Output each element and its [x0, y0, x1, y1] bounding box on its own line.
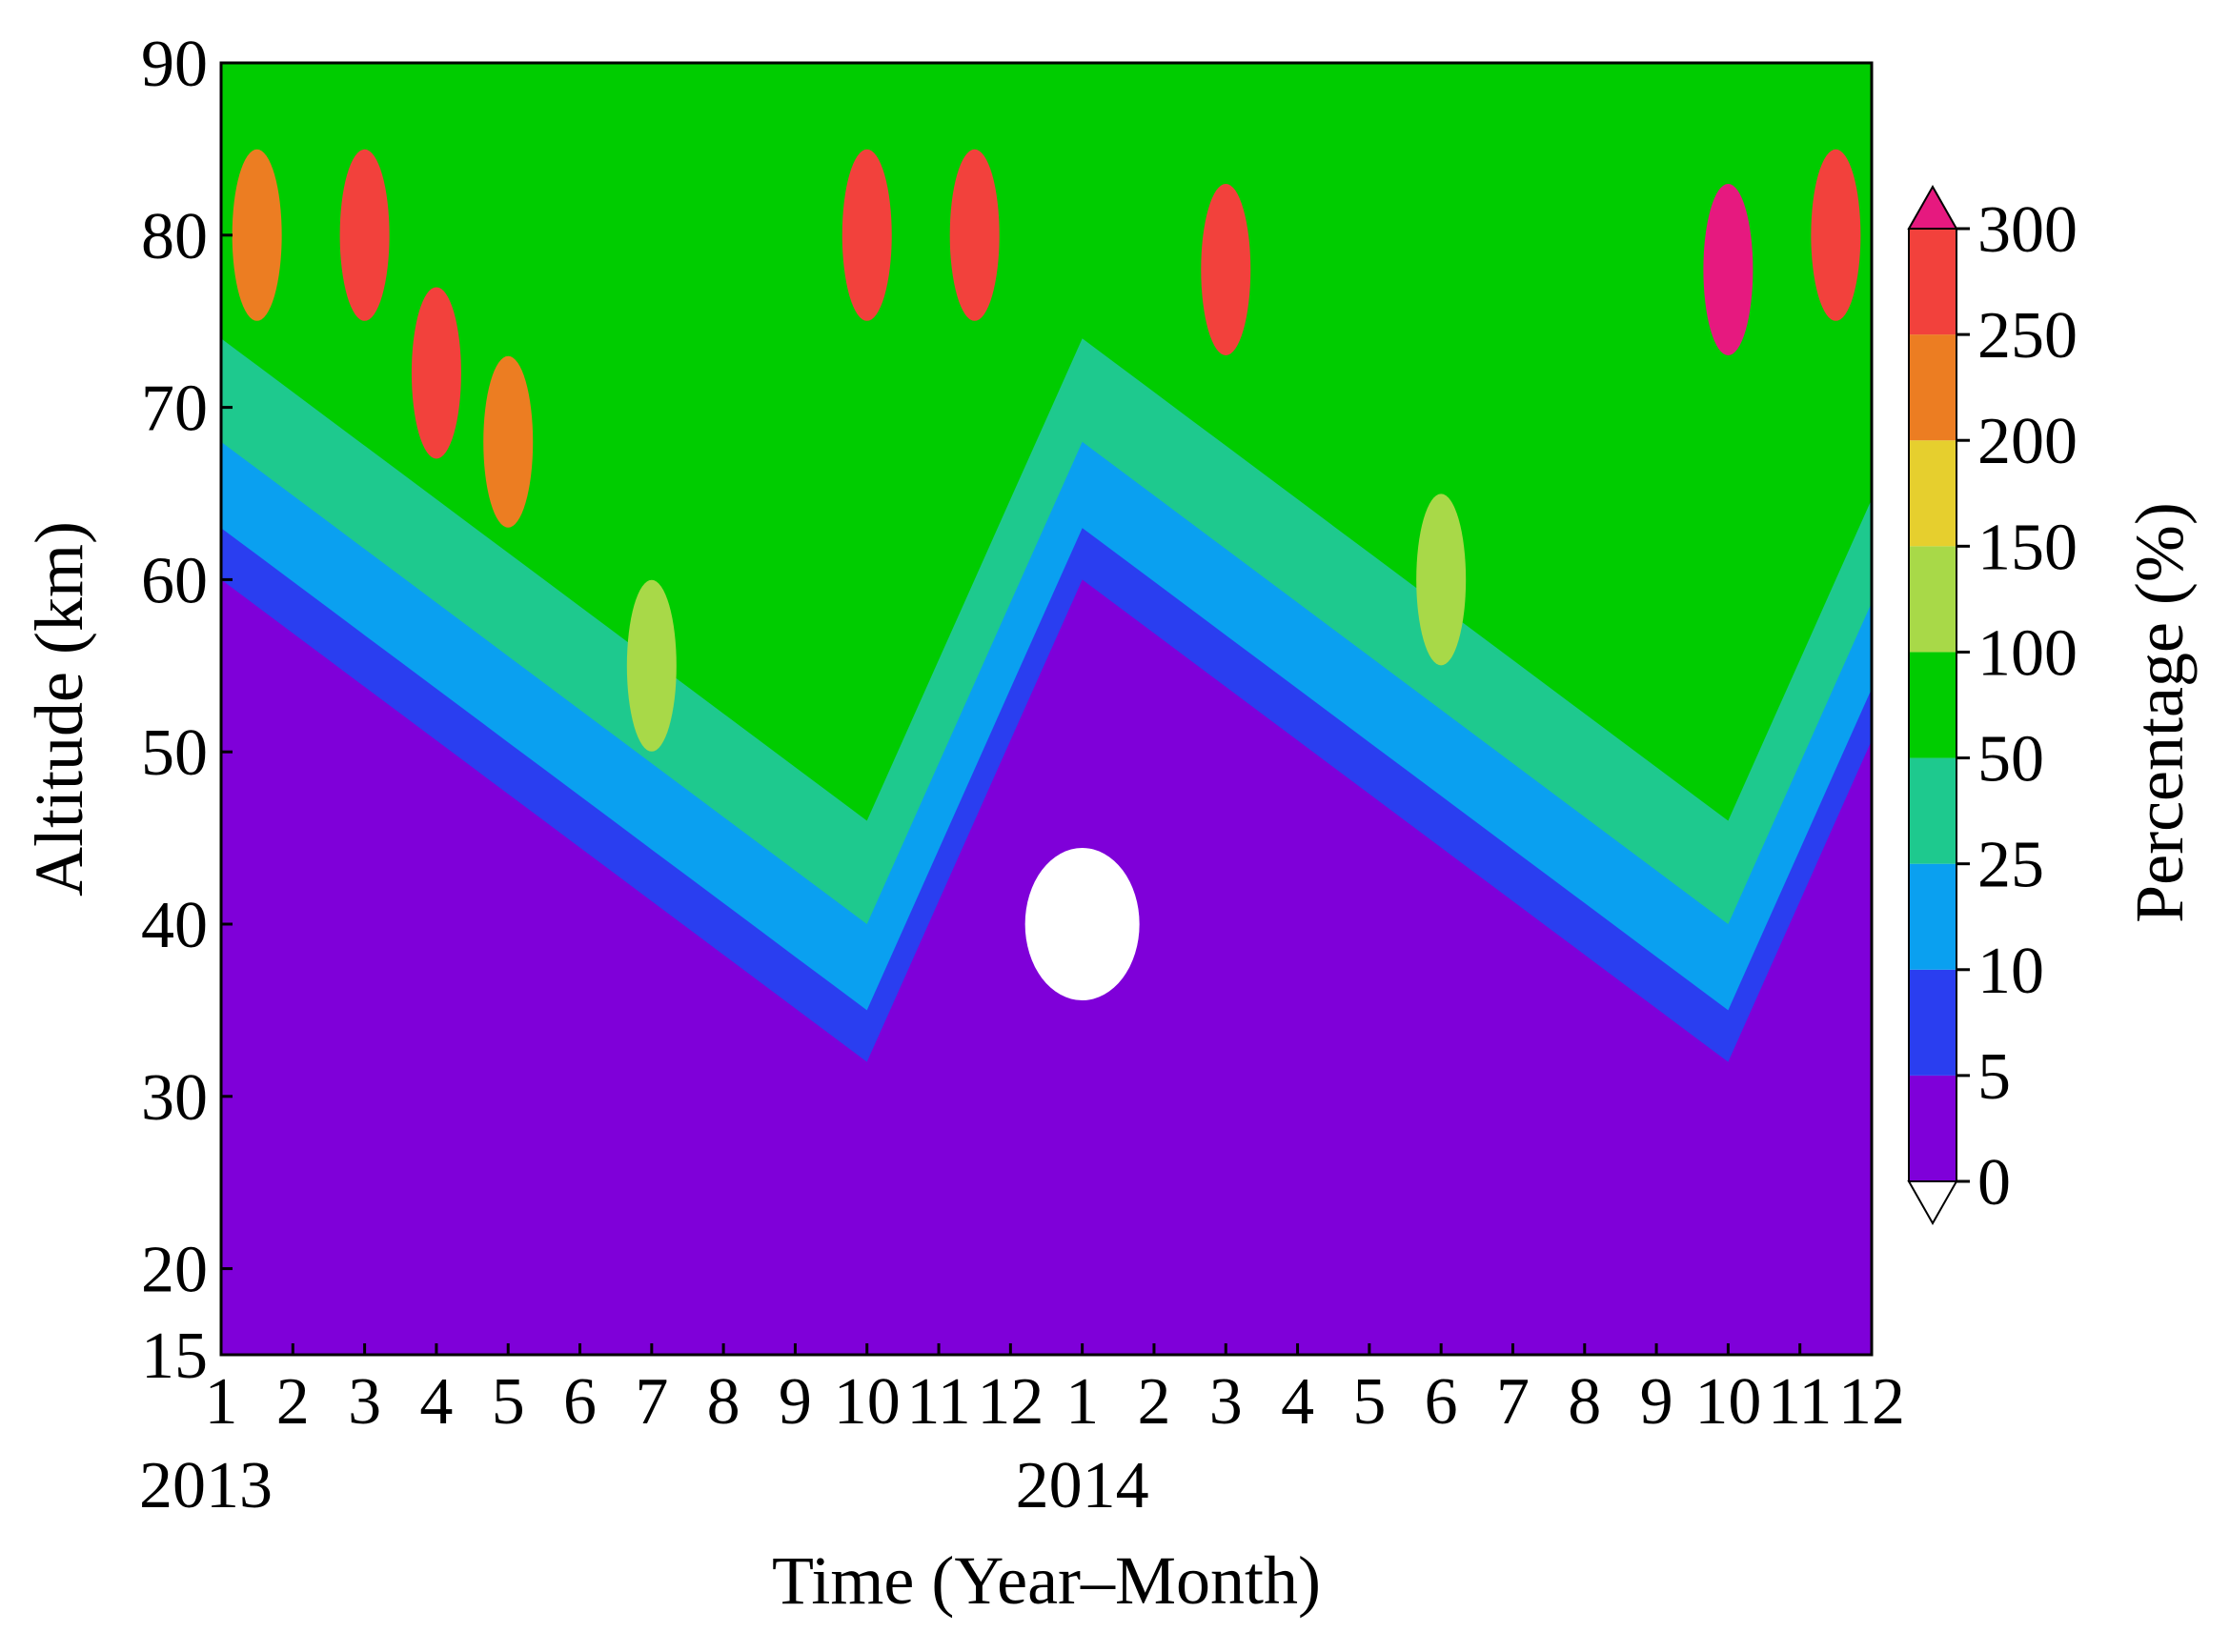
- y-tick-label: 70: [141, 373, 208, 446]
- field-hotspot: [1703, 183, 1754, 355]
- y-tick-label: 80: [141, 200, 208, 273]
- x-tick-label: 3: [348, 1365, 381, 1439]
- y-tick-label: 40: [141, 889, 208, 962]
- colorbar-tick-label: 5: [1977, 1040, 2011, 1114]
- colorbar-tick-label: 10: [1977, 935, 2044, 1008]
- x-tick-label: 11: [1768, 1365, 1832, 1439]
- field-hotspot: [339, 149, 390, 321]
- x-tick-label: 2: [276, 1365, 310, 1439]
- field-hotspot: [232, 149, 282, 321]
- x-tick-label: 12: [977, 1365, 1044, 1439]
- colorbar-tick-label: 100: [1977, 616, 2078, 690]
- field-hotspot: [1201, 183, 1251, 355]
- x-tick-label: 5: [1352, 1365, 1386, 1439]
- field-hotspot: [483, 355, 534, 528]
- colorbar-tick-label: 25: [1977, 829, 2044, 902]
- x-tick-label: 5: [492, 1365, 525, 1439]
- x-year-label: 2013: [139, 1449, 273, 1522]
- heatmap-field: [221, 63, 1872, 1355]
- colorbar-tick-label: 50: [1977, 723, 2044, 796]
- colorbar-segment: [1909, 229, 1956, 335]
- colorbar-frame: [1908, 228, 1957, 1182]
- colorbar-segment: [1909, 652, 1956, 758]
- colorbar-under-triangle: [1907, 1180, 1958, 1226]
- x-tick-label: 9: [1640, 1365, 1673, 1439]
- x-tick-label: 3: [1209, 1365, 1243, 1439]
- x-tick-label: 9: [779, 1365, 812, 1439]
- field-hotspot: [1024, 848, 1140, 1000]
- field-hotspot: [841, 149, 892, 321]
- y-tick-label: 60: [141, 544, 208, 617]
- y-tick-label: 20: [141, 1234, 208, 1307]
- colorbar-title: Percentage (%): [2121, 502, 2198, 923]
- x-tick-label: 6: [1425, 1365, 1458, 1439]
- field-hotspot: [626, 579, 677, 752]
- colorbar-tick-label: 300: [1977, 193, 2078, 267]
- colorbar-tick-label: 0: [1977, 1146, 2011, 1219]
- y-axis-title: Altitude (km): [21, 521, 97, 897]
- x-axis-title: Time (Year–Month): [772, 1542, 1321, 1619]
- x-tick-label: 10: [1694, 1365, 1761, 1439]
- colorbar-over-triangle: [1907, 184, 1958, 230]
- x-tick-label: 6: [563, 1365, 597, 1439]
- field-hotspot: [1416, 494, 1467, 666]
- colorbar-tick-label: 250: [1977, 299, 2078, 373]
- colorbar-segment: [1909, 757, 1956, 864]
- x-tick-label: 7: [635, 1365, 668, 1439]
- x-year-label: 2014: [1016, 1449, 1149, 1522]
- x-tick-label: 11: [906, 1365, 970, 1439]
- colorbar: 0 5 10 25 50 100 150 200 250 300: [1907, 184, 2078, 1226]
- field-hotspot: [949, 149, 1000, 321]
- x-tick-label: 4: [419, 1365, 453, 1439]
- colorbar-segment: [1909, 969, 1956, 1076]
- field-hotspot: [1811, 149, 1861, 321]
- colorbar-segment: [1909, 440, 1956, 547]
- heatmap-bands: [221, 63, 1872, 1062]
- y-tick-label: 15: [141, 1320, 208, 1393]
- y-tick-label: 30: [141, 1061, 208, 1135]
- x-tick-label: 1: [205, 1365, 238, 1439]
- colorbar-segment: [1909, 546, 1956, 653]
- x-tick-label: 7: [1496, 1365, 1530, 1439]
- colorbar-tick-label: 150: [1977, 511, 2078, 584]
- field-hotspot: [411, 287, 461, 459]
- x-tick-label: 8: [1568, 1365, 1601, 1439]
- y-tick-label: 50: [141, 716, 208, 790]
- colorbar-segment: [1909, 334, 1956, 441]
- colorbar-tick-label: 200: [1977, 405, 2078, 478]
- y-tick-label: 90: [141, 28, 208, 101]
- x-tick-label: 12: [1838, 1365, 1905, 1439]
- x-tick-label: 10: [834, 1365, 901, 1439]
- colorbar-segment: [1909, 1075, 1956, 1181]
- x-tick-label: 1: [1065, 1365, 1099, 1439]
- x-tick-label: 4: [1281, 1365, 1314, 1439]
- x-tick-label: 2: [1137, 1365, 1170, 1439]
- plot-frame: [219, 61, 1874, 1357]
- y-axis: 15 20 30 40 50 60 70 80 90: [141, 28, 233, 1393]
- colorbar-segment: [1909, 863, 1956, 970]
- x-tick-label: 8: [707, 1365, 740, 1439]
